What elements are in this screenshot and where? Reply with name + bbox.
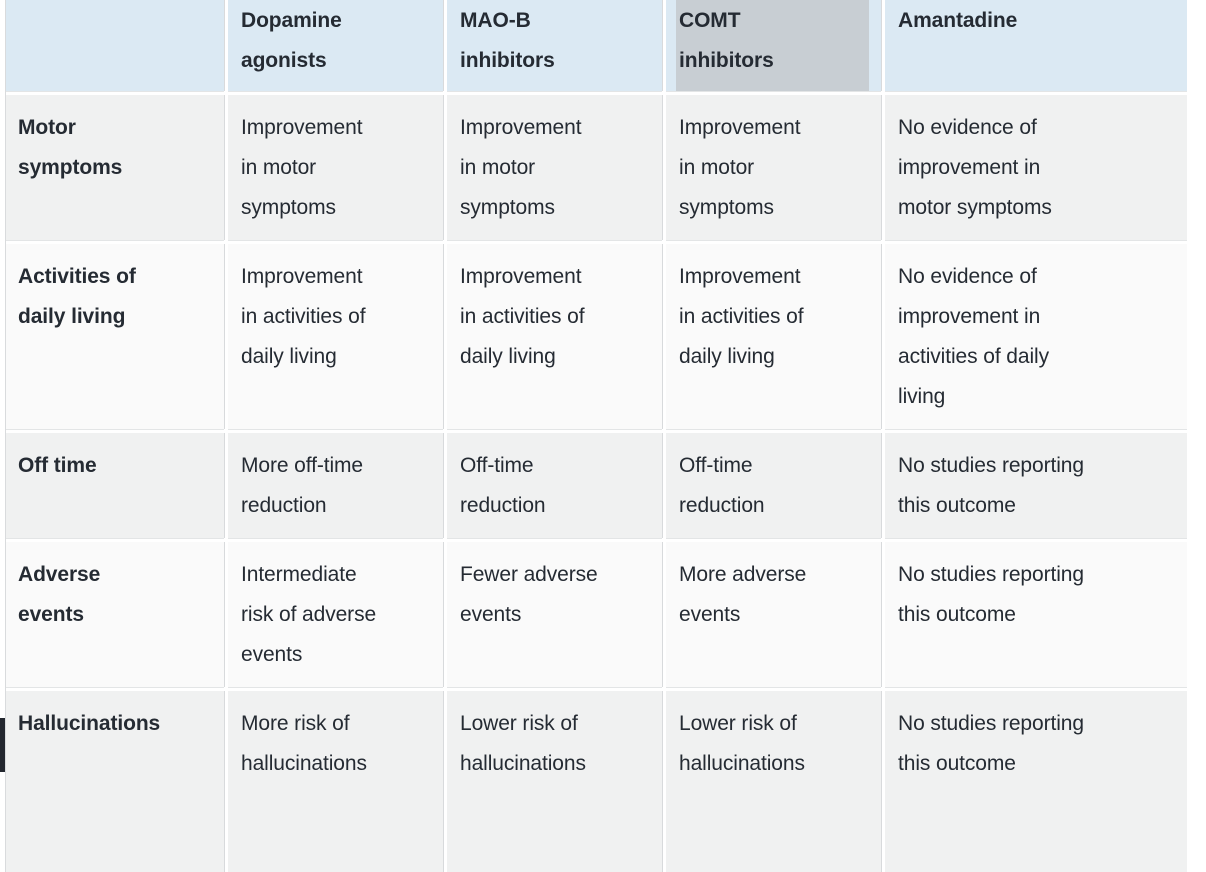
cell-off-time-dopamine-agonists: More off-time reduction (228, 433, 443, 538)
cell-motor-symptoms-comt-inhibitors: Improvement in motor symptoms (666, 95, 881, 240)
cell-adl-dopamine-agonists: Improvement in activities of daily livin… (228, 244, 443, 429)
cell-hallucinations-comt-inhibitors: Lower risk of hallucinations (666, 691, 881, 872)
header-label-dopamine-agonists: Dopamine agonists (241, 9, 342, 72)
header-corner-cell (6, 0, 224, 91)
comparison-table: Dopamine agonists MAO-B inhibitors COMT … (5, 0, 1187, 872)
cell-off-time-comt-inhibitors: Off-time reduction (666, 433, 881, 538)
cell-adverse-events-dopamine-agonists: Intermediate risk of adverse events (228, 542, 443, 687)
header-cell-amantadine: Amantadine (885, 0, 1187, 91)
cell-motor-symptoms-dopamine-agonists: Improvement in motor symptoms (228, 95, 443, 240)
cell-adl-amantadine: No evidence of improvement in activities… (885, 244, 1187, 429)
row-label-activities-of-daily-living: Activities of daily living (6, 244, 224, 429)
scrollbar-thumb-fragment[interactable] (0, 718, 5, 772)
cell-adl-maob-inhibitors: Improvement in activities of daily livin… (447, 244, 662, 429)
cell-hallucinations-amantadine: No studies reporting this outcome (885, 691, 1187, 872)
header-label-amantadine: Amantadine (898, 9, 1018, 32)
cell-off-time-maob-inhibitors: Off-time reduction (447, 433, 662, 538)
row-label-adverse-events: Adverse events (6, 542, 224, 687)
header-cell-maob-inhibitors: MAO-B inhibitors (447, 0, 662, 91)
cell-adl-comt-inhibitors: Improvement in activities of daily livin… (666, 244, 881, 429)
cell-hallucinations-dopamine-agonists: More risk of hallucinations (228, 691, 443, 872)
cell-motor-symptoms-maob-inhibitors: Improvement in motor symptoms (447, 95, 662, 240)
cell-off-time-amantadine: No studies reporting this outcome (885, 433, 1187, 538)
cell-adverse-events-maob-inhibitors: Fewer adverse events (447, 542, 662, 687)
row-label-off-time: Off time (6, 433, 224, 538)
cell-adverse-events-amantadine: No studies reporting this outcome (885, 542, 1187, 687)
row-label-motor-symptoms: Motor symptoms (6, 95, 224, 240)
header-cell-dopamine-agonists: Dopamine agonists (228, 0, 443, 91)
header-label-comt-inhibitors: COMT inhibitors (679, 9, 774, 72)
cell-hallucinations-maob-inhibitors: Lower risk of hallucinations (447, 691, 662, 872)
cell-adverse-events-comt-inhibitors: More adverse events (666, 542, 881, 687)
row-label-hallucinations: Hallucinations (6, 691, 224, 872)
column-selection-highlight (676, 0, 869, 91)
header-cell-comt-inhibitors: COMT inhibitors (666, 0, 881, 91)
cell-motor-symptoms-amantadine: No evidence of improvement in motor symp… (885, 95, 1187, 240)
header-label-maob-inhibitors: MAO-B inhibitors (460, 9, 555, 72)
